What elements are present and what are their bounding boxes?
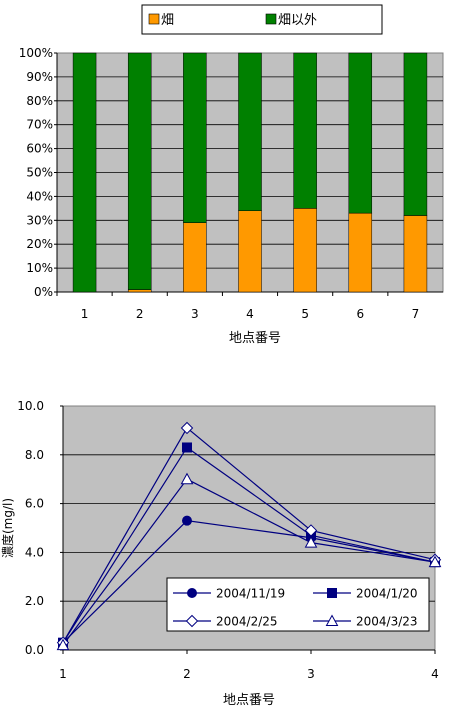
bar-y-tick-label: 10% — [26, 261, 53, 275]
bar-chart-legend: 畑 畑以外 — [141, 4, 383, 35]
legend-label: 畑以外 — [278, 13, 317, 28]
series-line — [62, 520, 436, 644]
bar-legend-box — [141, 4, 383, 35]
bar-y-tick-labels: 0% 10% 20% 30% 40% 50% 60% 70% 80% 90% 100% — [19, 46, 53, 299]
legend-swatch — [148, 13, 160, 25]
series-line — [62, 427, 436, 643]
bar-x-tick-label: 1 — [81, 307, 89, 321]
bar-x-tick-label: 3 — [191, 307, 199, 321]
data-point — [304, 536, 318, 548]
data-point — [180, 472, 194, 485]
legend-marker — [185, 614, 199, 628]
bar-y-tick-label: 70% — [26, 118, 53, 132]
legend-marker — [327, 588, 337, 598]
bar-y-tick-label: 100% — [19, 46, 53, 60]
data-point — [304, 524, 318, 537]
bar-x-tick-label: 6 — [356, 307, 364, 321]
bar-segment — [403, 215, 428, 293]
line-y-tick-label: 8.0 — [25, 448, 44, 462]
bar-series — [72, 52, 428, 293]
bar-segment — [348, 52, 373, 214]
series-line — [62, 478, 436, 646]
bar-x-tick-label: 2 — [136, 307, 144, 321]
legend-label: 2004/11/19 — [216, 587, 285, 601]
line-y-axis-label: 濃度(mg/l) — [0, 498, 15, 558]
line-x-tick-label: 4 — [431, 667, 439, 681]
bar-x-tick-labels: 1 2 3 4 5 6 7 — [81, 307, 419, 321]
line-x-tick-label: 3 — [307, 667, 315, 681]
line-y-tick-label: 2.0 — [25, 594, 44, 608]
data-point — [180, 421, 194, 435]
bar-segment — [348, 212, 373, 293]
line-series — [56, 421, 442, 651]
bar-segment — [72, 52, 97, 293]
line-chart-legend: 2004/11/19 2004/1/20 2004/2/25 2004/3/23 — [166, 577, 430, 632]
bar-segment — [238, 210, 262, 293]
bar-segment — [127, 289, 152, 293]
bar-y-tick-label: 20% — [26, 237, 53, 251]
bar-y-tick-label: 50% — [26, 166, 53, 180]
legend-label: 2004/2/25 — [216, 615, 278, 629]
legend-swatch — [265, 13, 277, 25]
bar-segment — [403, 52, 428, 216]
data-point — [182, 515, 192, 526]
line-y-tick-label: 0.0 — [25, 643, 44, 657]
bar-segment — [238, 52, 262, 211]
line-y-tick-label: 4.0 — [25, 545, 44, 559]
bar-y-tick-label: 0% — [34, 285, 53, 299]
series-line — [62, 446, 436, 644]
legend-label: 畑 — [161, 13, 174, 28]
bar-segment — [293, 208, 317, 293]
concentration-line-chart: 0.0 2.0 4.0 6.0 8.0 10.0 1 2 3 4 地点番号 濃度(mg/l) 2… — [0, 399, 442, 708]
line-y-tick-label: 10.0 — [17, 399, 44, 413]
bar-x-tick-label: 7 — [412, 307, 420, 321]
line-x-tick-label: 1 — [59, 667, 67, 681]
legend-label: 2004/1/20 — [356, 587, 418, 601]
data-point — [428, 555, 442, 568]
bar-segment — [127, 52, 152, 290]
bar-y-tick-label: 60% — [26, 142, 53, 156]
legend-label: 2004/3/23 — [356, 615, 418, 629]
bar-y-tick-label: 90% — [26, 70, 53, 84]
bar-y-tick-label: 80% — [26, 94, 53, 108]
line-x-tick-labels: 1 2 3 4 — [59, 667, 439, 681]
line-legend-box — [166, 577, 430, 632]
bar-x-tick-label: 5 — [301, 307, 309, 321]
data-point — [182, 442, 192, 453]
bar-y-tick-label: 40% — [26, 189, 53, 203]
line-y-tick-labels: 0.0 2.0 4.0 6.0 8.0 10.0 — [17, 399, 44, 657]
bar-x-tick-label: 4 — [246, 307, 254, 321]
line-y-tick-label: 6.0 — [25, 497, 44, 511]
bar-x-axis-label: 地点番号 — [229, 331, 281, 346]
legend-marker — [325, 614, 339, 626]
legend-marker — [187, 588, 197, 598]
bar-segment — [183, 222, 207, 293]
bar-segment — [183, 52, 207, 223]
line-x-axis-label: 地点番号 — [223, 693, 275, 708]
data-point — [56, 638, 70, 651]
line-x-tick-label: 2 — [183, 667, 191, 681]
bar-segment — [293, 52, 317, 209]
bar-y-tick-label: 30% — [26, 213, 53, 227]
land-use-bar-chart: 畑 畑以外 0% 10% 20% 30% 40% 50% 60% 70% 80% 90% 100% 1… — [19, 4, 444, 346]
